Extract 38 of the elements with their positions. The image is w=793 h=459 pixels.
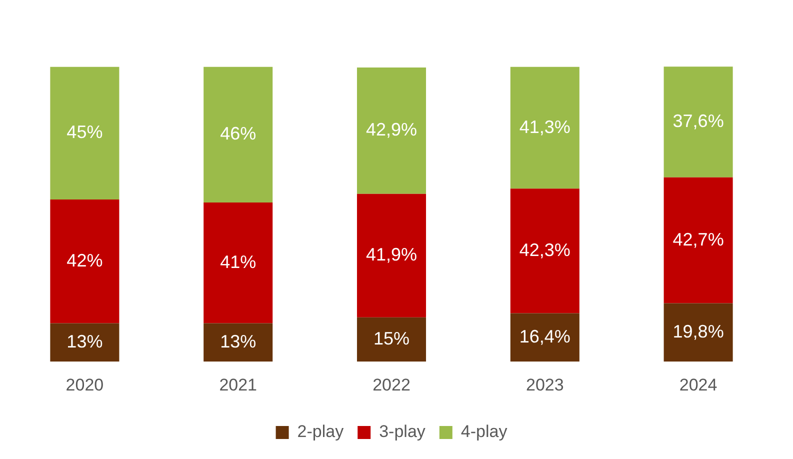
- bar: [204, 202, 273, 324]
- x-tick-label: 2022: [372, 375, 410, 394]
- data-label: 41,9%: [366, 244, 418, 265]
- data-label: 46%: [220, 124, 256, 144]
- bar: [510, 188, 580, 314]
- bar: [664, 303, 733, 362]
- data-label: 42,7%: [672, 229, 724, 250]
- bar: [356, 194, 426, 318]
- bar: [356, 68, 426, 194]
- bar: [510, 66, 580, 189]
- data-label: 42,3%: [519, 240, 570, 260]
- bar: [204, 66, 273, 202]
- bar: [50, 200, 120, 324]
- x-tick-label: 2020: [66, 375, 104, 394]
- data-label: 37,6%: [672, 111, 724, 132]
- x-tick-label: 2021: [219, 375, 258, 394]
- x-tick-label: 2024: [679, 375, 718, 394]
- data-label: 41%: [220, 252, 256, 272]
- bar: [510, 313, 580, 362]
- bar: [356, 317, 426, 362]
- bar: [204, 323, 273, 362]
- data-label: 42,9%: [366, 120, 418, 140]
- bar: [50, 66, 120, 200]
- data-label: 19,8%: [672, 321, 724, 342]
- bar: [50, 323, 120, 362]
- data-label: 16,4%: [519, 326, 570, 346]
- legend-label: 4-play: [460, 422, 508, 442]
- legend-label: 3-play: [379, 422, 426, 442]
- bar: [664, 66, 733, 178]
- data-label: 15%: [373, 328, 410, 348]
- legend-label: 2-play: [297, 422, 344, 442]
- data-label: 45%: [66, 122, 103, 142]
- data-label: 13%: [66, 331, 103, 352]
- x-tick-label: 2023: [526, 375, 564, 394]
- data-label: 41,3%: [519, 116, 570, 137]
- data-label: 13%: [220, 331, 256, 352]
- data-label: 42%: [66, 250, 103, 270]
- bar: [664, 177, 733, 304]
